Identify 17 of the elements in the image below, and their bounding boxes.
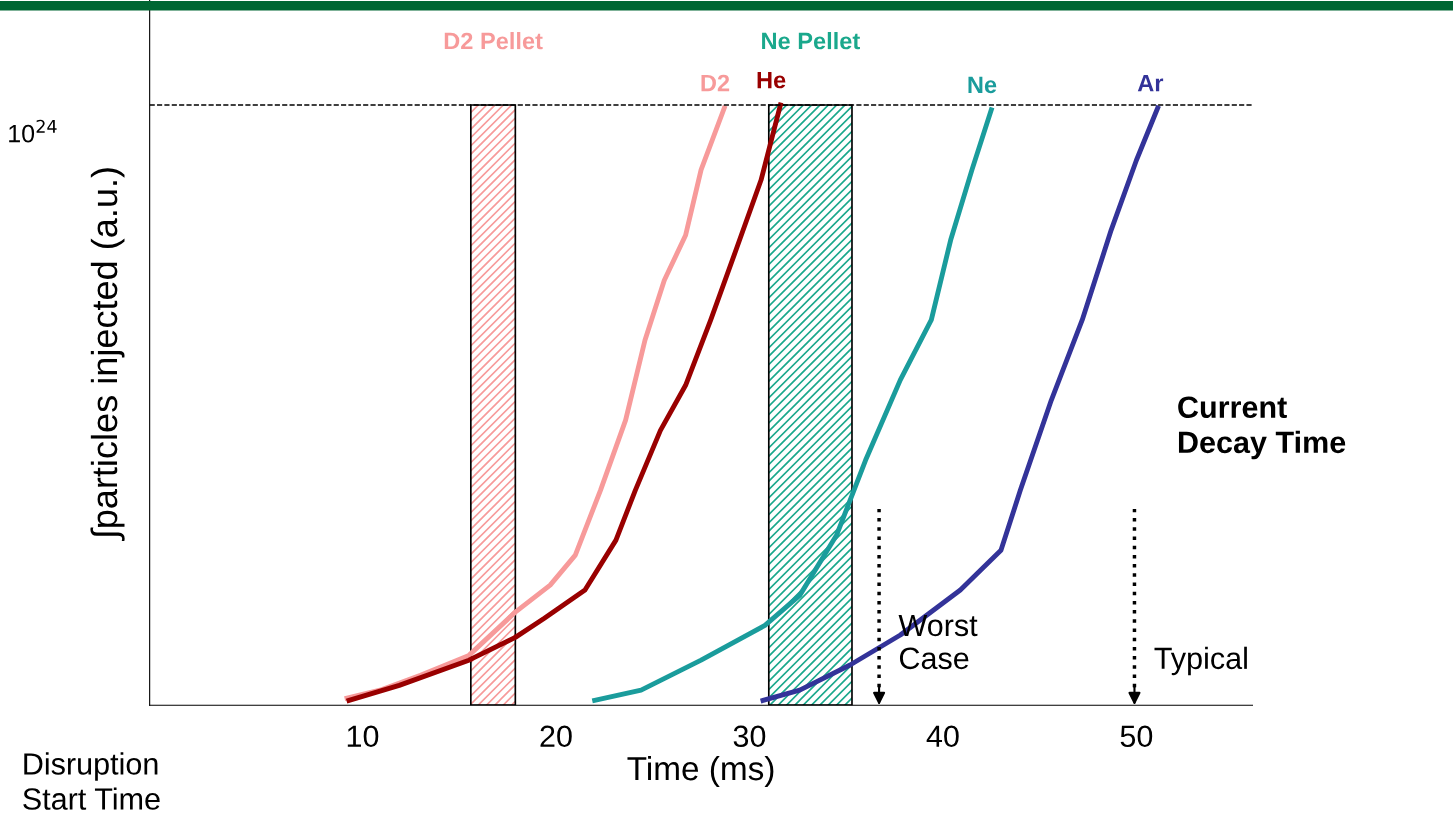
x-tick-label: 40: [926, 725, 959, 748]
annotation: Current Decay Time: [1178, 396, 1346, 460]
text: 10$^{24}$: [9, 119, 57, 143]
series-label: He: [757, 71, 786, 89]
band-label: D2 Pellet: [444, 32, 543, 50]
ref-line-label: Typical: [1154, 646, 1247, 676]
x-tick-label: 30: [733, 725, 766, 748]
x-tick-label: 50: [1120, 725, 1153, 748]
band-label: Ne Pellet: [762, 32, 860, 50]
x-tick-label: 10: [347, 725, 379, 748]
series-label: D2: [701, 74, 730, 92]
series-label: Ne: [968, 76, 997, 94]
x-axis-title: Time (ms): [627, 755, 774, 787]
y-axis-title: ∫particles injected (a.u.): [90, 168, 125, 541]
text: Disruption Start Time: [23, 752, 160, 810]
series-label: Ar: [1137, 74, 1164, 92]
x-tick-label: 20: [540, 725, 572, 748]
